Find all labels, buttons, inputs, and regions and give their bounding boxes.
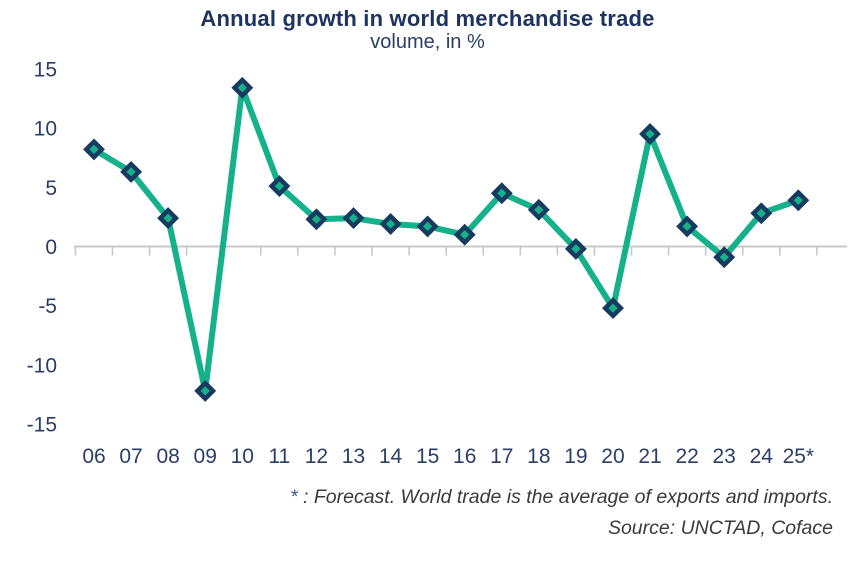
footnote-asterisk-icon: *: [290, 486, 298, 508]
x-tick-label: 17: [490, 445, 513, 468]
chart-source: Source: UNCTAD, Coface: [607, 517, 833, 539]
x-tick-label: 08: [156, 445, 179, 468]
y-tick-label: -5: [38, 295, 57, 318]
data-point-marker: [194, 379, 217, 402]
data-point-marker: [602, 297, 624, 320]
x-tick-label: 15: [416, 445, 439, 468]
data-point-marker: [379, 213, 402, 235]
y-tick-label: 5: [45, 177, 57, 200]
data-point-marker: [157, 207, 180, 230]
data-point-marker: [490, 182, 513, 205]
chart-title: Annual growth in world merchandise trade: [200, 6, 655, 31]
data-point-marker: [83, 138, 105, 161]
chart-footnote: * : Forecast. World trade is the average…: [0, 486, 833, 509]
y-tick-label: -15: [27, 414, 57, 437]
data-point-marker: [120, 160, 143, 183]
x-tick-label: 16: [453, 445, 476, 468]
x-tick-label: 18: [527, 445, 550, 468]
data-point-marker: [231, 76, 254, 99]
x-tick-label: 21: [638, 445, 661, 468]
x-tick-label: 22: [675, 445, 698, 468]
x-tick-label: 09: [194, 445, 217, 468]
data-point-marker: [787, 189, 810, 212]
x-tick-label: 13: [342, 445, 365, 468]
data-point-marker: [564, 237, 587, 260]
y-tick-label: 15: [34, 58, 57, 81]
x-tick-label: 07: [119, 445, 142, 468]
chart-subtitle: volume, in %: [370, 31, 485, 53]
x-tick-label: 19: [564, 445, 587, 468]
x-tick-label: 12: [305, 445, 328, 468]
x-tick-label: 20: [601, 445, 624, 468]
y-tick-label: -10: [27, 354, 57, 377]
x-tick-label: 24: [750, 445, 774, 468]
footnote-text: : Forecast. World trade is the average o…: [297, 486, 833, 508]
data-point-marker: [527, 198, 550, 221]
data-point-marker: [305, 208, 328, 231]
data-point-marker: [713, 246, 736, 269]
x-tick-label: 25*: [783, 445, 815, 468]
trend-line: [91, 84, 802, 394]
x-tick-label: 11: [268, 445, 290, 468]
x-tick-label: 10: [231, 445, 254, 468]
data-point-marker: [342, 207, 365, 230]
y-tick-label: 0: [45, 236, 57, 259]
x-tick-label: 23: [713, 445, 736, 468]
data-point-marker: [268, 175, 291, 198]
data-point-marker: [416, 215, 439, 238]
data-point-marker: [750, 202, 773, 225]
x-tick-label: 06: [82, 445, 105, 468]
data-point-marker: [639, 123, 661, 145]
data-point-marker: [453, 223, 476, 246]
y-tick-label: 10: [34, 118, 57, 141]
data-point-marker: [676, 215, 699, 238]
x-tick-label: 14: [379, 445, 403, 468]
